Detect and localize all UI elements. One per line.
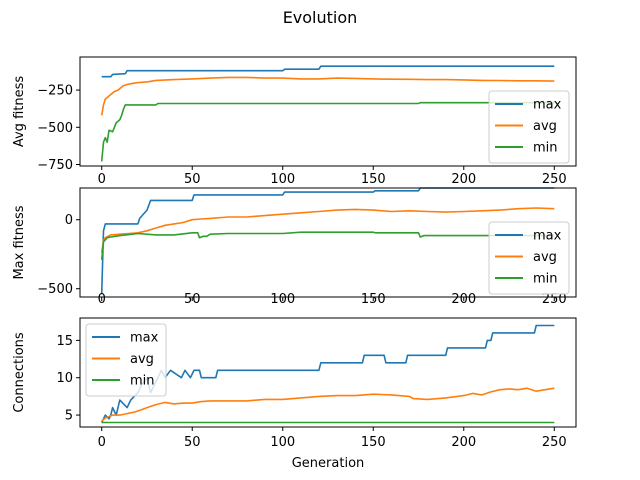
y-tick-label: −500 xyxy=(37,121,73,136)
legend: max avg min xyxy=(488,221,570,295)
series-avg-line xyxy=(101,387,555,422)
legend-label-avg: avg xyxy=(533,250,557,265)
series-min-line xyxy=(100,231,555,260)
legend-label-min: min xyxy=(533,141,558,156)
x-axis-label: Generation xyxy=(292,456,365,471)
x-tick-label: 200 xyxy=(451,172,476,187)
x-tick-label: 50 xyxy=(184,435,201,450)
x-tick-label: 200 xyxy=(451,435,476,450)
y-tick-label: 15 xyxy=(56,334,73,349)
x-tick-label: 100 xyxy=(270,435,295,450)
x-tick-label: 250 xyxy=(542,435,567,450)
x-tick-label: 100 xyxy=(270,172,295,187)
x-tick-label: 150 xyxy=(361,172,386,187)
series-min-line xyxy=(100,101,555,162)
x-tick-label: 50 xyxy=(184,292,201,307)
x-tick-label: 150 xyxy=(361,292,386,307)
axes-frame xyxy=(79,187,577,298)
y-axis-label: Avg fitness xyxy=(12,76,27,148)
subplot-2: 0 −500 0 50 100 150 200 250 Max fitness max avg min xyxy=(12,187,577,307)
legend-label-min: min xyxy=(533,272,558,287)
axes-frame xyxy=(79,317,577,428)
legend-label-avg: avg xyxy=(533,119,557,134)
legend-label-max: max xyxy=(533,229,562,244)
x-tick-label: 100 xyxy=(270,292,295,307)
x-tick-label: 150 xyxy=(361,435,386,450)
y-tick-label: 10 xyxy=(56,371,73,386)
x-tick-label: 250 xyxy=(542,172,567,187)
figure-title: Evolution xyxy=(283,8,358,27)
legend-box xyxy=(85,323,167,397)
legend-box xyxy=(488,90,570,164)
series-avg-line xyxy=(100,76,555,116)
series-max-line xyxy=(100,324,555,423)
legend-label-min: min xyxy=(130,374,155,389)
y-axis-label: Connections xyxy=(12,332,27,413)
series-max-line xyxy=(100,187,555,295)
x-tick-label: 200 xyxy=(451,292,476,307)
x-tick-label: 0 xyxy=(98,292,106,307)
x-tick-label: 250 xyxy=(542,292,567,307)
legend-label-max: max xyxy=(130,331,159,346)
y-tick-label: 5 xyxy=(65,409,73,424)
x-tick-label: 0 xyxy=(98,172,106,187)
legend-label-avg: avg xyxy=(130,352,154,367)
y-tick-label: −750 xyxy=(37,158,73,173)
legend-label-max: max xyxy=(533,98,562,113)
y-axis-label: Max fitness xyxy=(12,205,27,279)
series-avg-line xyxy=(100,207,555,253)
y-tick-label: 0 xyxy=(65,213,73,228)
y-tick-label: −250 xyxy=(37,84,73,99)
x-tick-label: 0 xyxy=(98,435,106,450)
y-tick-label: −500 xyxy=(37,282,73,297)
series-max-line xyxy=(101,65,555,78)
subplot-1: −250 −500 −750 0 50 100 150 200 250 Avg fitness ma… xyxy=(12,56,577,187)
x-tick-label: 50 xyxy=(184,172,201,187)
legend: max avg min xyxy=(488,90,570,164)
axes-frame xyxy=(79,56,577,167)
legend-box xyxy=(488,221,570,295)
legend: max avg min xyxy=(85,323,167,397)
